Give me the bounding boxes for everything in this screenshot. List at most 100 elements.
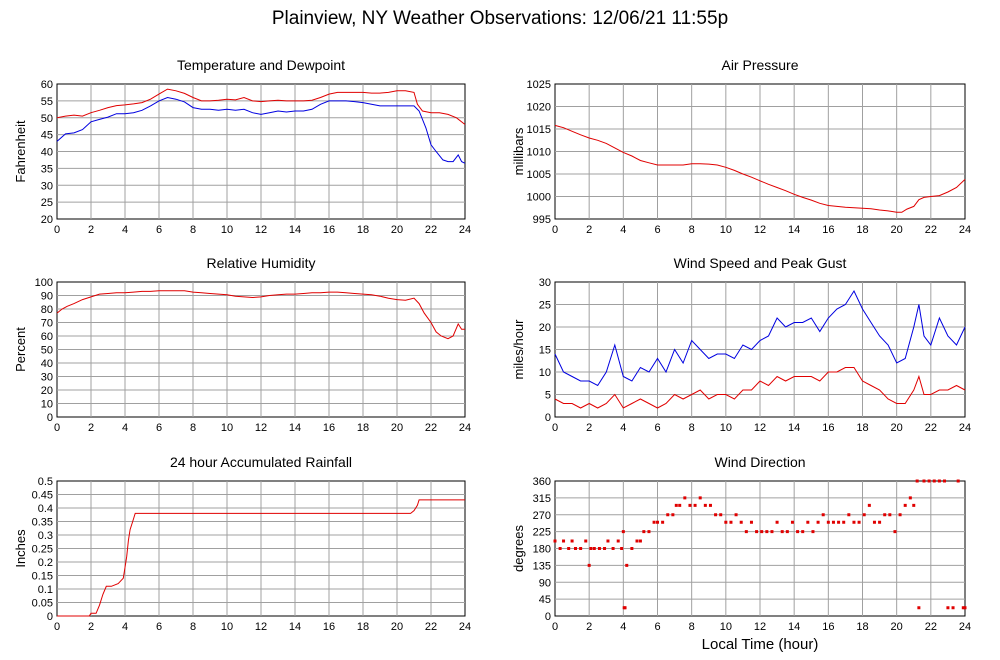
data-point <box>666 513 670 517</box>
y-tick-label: 0 <box>545 412 551 424</box>
y-tick-label: 0.05 <box>32 598 53 610</box>
y-tick-label: 50 <box>41 345 53 357</box>
x-tick-label: 6 <box>654 422 660 434</box>
data-point <box>937 479 941 483</box>
x-tick-label: 6 <box>654 621 660 633</box>
data-point <box>765 530 769 534</box>
x-tick-label: 24 <box>459 422 471 434</box>
x-tick-label: 4 <box>122 621 128 633</box>
data-point <box>638 539 642 543</box>
x-tick-label: 0 <box>552 422 558 434</box>
x-tick-label: 10 <box>221 422 233 434</box>
x-tick-label: 8 <box>190 422 196 434</box>
data-point <box>724 520 728 524</box>
y-tick-label: 0 <box>47 412 53 424</box>
data-point <box>579 547 583 550</box>
x-tick-label: 16 <box>323 422 335 434</box>
data-point <box>755 530 759 534</box>
x-tick-label: 16 <box>323 621 335 633</box>
data-point <box>842 520 846 524</box>
x-tick-label: 18 <box>357 224 369 236</box>
y-tick-label: 30 <box>41 180 53 192</box>
data-point <box>943 479 946 483</box>
x-tick-label: 20 <box>391 621 403 633</box>
data-point <box>908 496 912 500</box>
x-tick-label: 0 <box>552 224 558 236</box>
data-point <box>785 530 789 534</box>
data-point <box>703 503 707 507</box>
x-tick-label: 6 <box>156 621 162 633</box>
series-line-dewpoint <box>56 96 466 164</box>
x-tick-label: 10 <box>720 224 732 236</box>
x-tick-label: 10 <box>221 224 233 236</box>
data-point <box>898 513 902 517</box>
data-point <box>652 520 656 524</box>
data-point <box>811 530 815 534</box>
x-tick-label: 14 <box>289 224 301 236</box>
data-point <box>903 503 907 507</box>
x-tick-label: 6 <box>654 224 660 236</box>
y-tick-label: 5 <box>545 390 551 402</box>
data-point <box>862 513 866 517</box>
x-tick-label: 20 <box>891 224 903 236</box>
y-tick-label: 0.15 <box>32 571 53 583</box>
chart-humidity: 0 2 4 6 8 10 12 14 16 18 20 22 240102030405060708090… <box>13 255 471 434</box>
y-tick-label: 25 <box>41 197 53 209</box>
y-tick-label: 100 <box>35 277 53 289</box>
x-tick-label: 0 <box>552 621 558 633</box>
y-tick-label: 60 <box>41 331 53 343</box>
series-line-relative-humidity <box>56 290 465 340</box>
x-tick-label: 24 <box>959 224 971 236</box>
y-tick-label: 315 <box>533 493 551 505</box>
y-axis-label: miles/hour <box>511 319 526 380</box>
data-point <box>630 547 634 550</box>
data-point <box>719 513 723 517</box>
data-point <box>951 606 955 610</box>
data-point <box>625 563 629 567</box>
data-point <box>698 496 702 500</box>
data-point <box>553 539 557 543</box>
y-tick-label: 1005 <box>527 169 551 181</box>
x-tick-label: 14 <box>788 224 800 236</box>
y-tick-label: 180 <box>533 544 551 556</box>
y-tick-label: 20 <box>539 322 551 334</box>
x-tick-label: 8 <box>190 224 196 236</box>
x-tick-label: 12 <box>255 621 267 633</box>
x-tick-label: 8 <box>689 621 695 633</box>
data-point <box>872 520 876 524</box>
data-point <box>729 520 733 524</box>
data-point <box>606 539 610 543</box>
x-tick-label: 8 <box>689 224 695 236</box>
data-point <box>616 539 620 543</box>
x-tick-label: 12 <box>754 422 766 434</box>
x-tick-label: 24 <box>459 224 471 236</box>
y-tick-label: 50 <box>41 113 53 125</box>
data-point <box>749 520 753 524</box>
y-tick-label: 0.25 <box>32 544 53 556</box>
x-tick-label: 20 <box>391 224 403 236</box>
chart-temp: 0 2 4 6 8 10 12 14 16 18 20 22 24202530354045505560T… <box>13 57 471 236</box>
y-tick-label: 1025 <box>527 79 551 91</box>
data-point <box>917 606 921 610</box>
x-tick-label: 4 <box>122 422 128 434</box>
y-tick-label: 1000 <box>527 192 551 204</box>
data-point <box>770 530 774 534</box>
y-tick-label: 0.2 <box>38 557 53 569</box>
x-tick-label: 0 <box>54 422 60 434</box>
y-tick-label: 135 <box>533 560 551 572</box>
chart-title: 24 hour Accumulated Rainfall <box>170 454 352 470</box>
x-tick-label: 22 <box>925 422 937 434</box>
chart-title: Wind Speed and Peak Gust <box>674 255 847 271</box>
y-tick-label: 80 <box>41 304 53 316</box>
data-point <box>826 520 830 524</box>
x-tick-label: 10 <box>720 621 732 633</box>
data-point <box>915 479 919 483</box>
x-tick-label: 4 <box>122 224 128 236</box>
data-point <box>739 520 743 524</box>
data-point <box>587 563 591 567</box>
x-tick-label: 22 <box>925 224 937 236</box>
x-tick-label: 22 <box>925 621 937 633</box>
data-point <box>837 520 841 524</box>
data-point <box>796 530 800 534</box>
data-point <box>883 513 887 517</box>
